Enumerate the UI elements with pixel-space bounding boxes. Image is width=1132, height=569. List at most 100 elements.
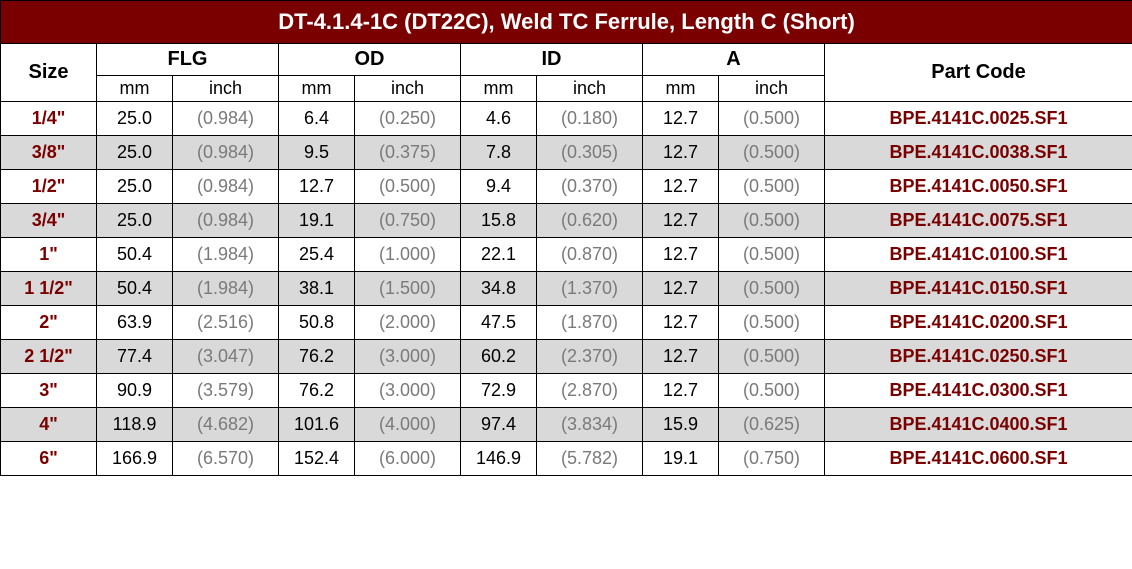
table-row: 1/4"25.0(0.984)6.4(0.250)4.6(0.180)12.7(… [1,102,1132,136]
cell-part: BPE.4141C.0400.SF1 [825,408,1132,442]
cell-od-in: (4.000) [355,408,461,442]
cell-od-in: (0.500) [355,170,461,204]
cell-size: 6" [1,442,97,476]
cell-part: BPE.4141C.0050.SF1 [825,170,1132,204]
cell-size: 3/8" [1,136,97,170]
header-a-in: inch [719,76,825,102]
header-od-mm: mm [279,76,355,102]
table-row: 3"90.9(3.579)76.2(3.000)72.9(2.870)12.7(… [1,374,1132,408]
cell-a-mm: 12.7 [643,340,719,374]
cell-a-in: (0.500) [719,272,825,306]
cell-flg-in: (4.682) [173,408,279,442]
cell-flg-in: (0.984) [173,136,279,170]
cell-od-in: (0.750) [355,204,461,238]
table-row: 2"63.9(2.516)50.8(2.000)47.5(1.870)12.7(… [1,306,1132,340]
cell-size: 3" [1,374,97,408]
cell-flg-mm: 77.4 [97,340,173,374]
cell-id-in: (0.370) [537,170,643,204]
cell-id-mm: 146.9 [461,442,537,476]
cell-a-in: (0.500) [719,306,825,340]
header-id-mm: mm [461,76,537,102]
cell-part: BPE.4141C.0038.SF1 [825,136,1132,170]
cell-id-mm: 22.1 [461,238,537,272]
cell-size: 2" [1,306,97,340]
cell-size: 1/4" [1,102,97,136]
cell-id-in: (1.870) [537,306,643,340]
cell-part: BPE.4141C.0200.SF1 [825,306,1132,340]
table-row: 6"166.9(6.570)152.4(6.000)146.9(5.782)19… [1,442,1132,476]
cell-flg-in: (1.984) [173,238,279,272]
header-size: Size [1,44,97,102]
cell-od-mm: 50.8 [279,306,355,340]
cell-flg-mm: 118.9 [97,408,173,442]
table-row: 1 1/2"50.4(1.984)38.1(1.500)34.8(1.370)1… [1,272,1132,306]
table-container: DT-4.1.4-1C (DT22C), Weld TC Ferrule, Le… [0,0,1132,476]
cell-id-in: (2.870) [537,374,643,408]
cell-flg-mm: 50.4 [97,238,173,272]
cell-a-mm: 12.7 [643,374,719,408]
cell-part: BPE.4141C.0300.SF1 [825,374,1132,408]
cell-od-in: (2.000) [355,306,461,340]
table-row: 3/4"25.0(0.984)19.1(0.750)15.8(0.620)12.… [1,204,1132,238]
cell-id-mm: 4.6 [461,102,537,136]
table-row: 3/8"25.0(0.984)9.5(0.375)7.8(0.305)12.7(… [1,136,1132,170]
cell-flg-in: (0.984) [173,170,279,204]
cell-part: BPE.4141C.0075.SF1 [825,204,1132,238]
cell-od-mm: 12.7 [279,170,355,204]
cell-flg-in: (0.984) [173,204,279,238]
cell-a-mm: 12.7 [643,102,719,136]
table-row: 4"118.9(4.682)101.6(4.000)97.4(3.834)15.… [1,408,1132,442]
header-a-mm: mm [643,76,719,102]
header-id-in: inch [537,76,643,102]
header-od-in: inch [355,76,461,102]
cell-size: 1/2" [1,170,97,204]
cell-id-mm: 97.4 [461,408,537,442]
cell-od-in: (1.000) [355,238,461,272]
cell-part: BPE.4141C.0250.SF1 [825,340,1132,374]
table-row: 1"50.4(1.984)25.4(1.000)22.1(0.870)12.7(… [1,238,1132,272]
cell-id-mm: 47.5 [461,306,537,340]
cell-size: 3/4" [1,204,97,238]
header-id: ID [461,44,643,76]
cell-part: BPE.4141C.0100.SF1 [825,238,1132,272]
cell-od-in: (3.000) [355,340,461,374]
cell-id-in: (0.180) [537,102,643,136]
spec-table: DT-4.1.4-1C (DT22C), Weld TC Ferrule, Le… [0,0,1132,476]
cell-a-mm: 12.7 [643,170,719,204]
cell-flg-in: (2.516) [173,306,279,340]
table-row: 2 1/2"77.4(3.047)76.2(3.000)60.2(2.370)1… [1,340,1132,374]
cell-a-in: (0.500) [719,136,825,170]
cell-a-in: (0.500) [719,340,825,374]
cell-flg-in: (3.047) [173,340,279,374]
cell-id-in: (0.305) [537,136,643,170]
cell-part: BPE.4141C.0025.SF1 [825,102,1132,136]
cell-od-mm: 25.4 [279,238,355,272]
cell-flg-in: (6.570) [173,442,279,476]
cell-a-mm: 15.9 [643,408,719,442]
cell-od-in: (1.500) [355,272,461,306]
cell-od-mm: 76.2 [279,340,355,374]
cell-a-mm: 12.7 [643,204,719,238]
cell-od-in: (3.000) [355,374,461,408]
cell-flg-mm: 25.0 [97,170,173,204]
cell-id-in: (5.782) [537,442,643,476]
cell-od-in: (6.000) [355,442,461,476]
cell-id-in: (3.834) [537,408,643,442]
cell-id-mm: 60.2 [461,340,537,374]
cell-flg-mm: 63.9 [97,306,173,340]
cell-size: 4" [1,408,97,442]
cell-flg-in: (1.984) [173,272,279,306]
cell-size: 2 1/2" [1,340,97,374]
table-body: 1/4"25.0(0.984)6.4(0.250)4.6(0.180)12.7(… [1,102,1132,476]
cell-od-mm: 101.6 [279,408,355,442]
header-part: Part Code [825,44,1132,102]
cell-id-mm: 7.8 [461,136,537,170]
cell-od-mm: 6.4 [279,102,355,136]
cell-id-mm: 72.9 [461,374,537,408]
cell-id-in: (2.370) [537,340,643,374]
header-flg-in: inch [173,76,279,102]
cell-flg-in: (0.984) [173,102,279,136]
cell-flg-mm: 90.9 [97,374,173,408]
cell-id-mm: 34.8 [461,272,537,306]
cell-a-mm: 19.1 [643,442,719,476]
